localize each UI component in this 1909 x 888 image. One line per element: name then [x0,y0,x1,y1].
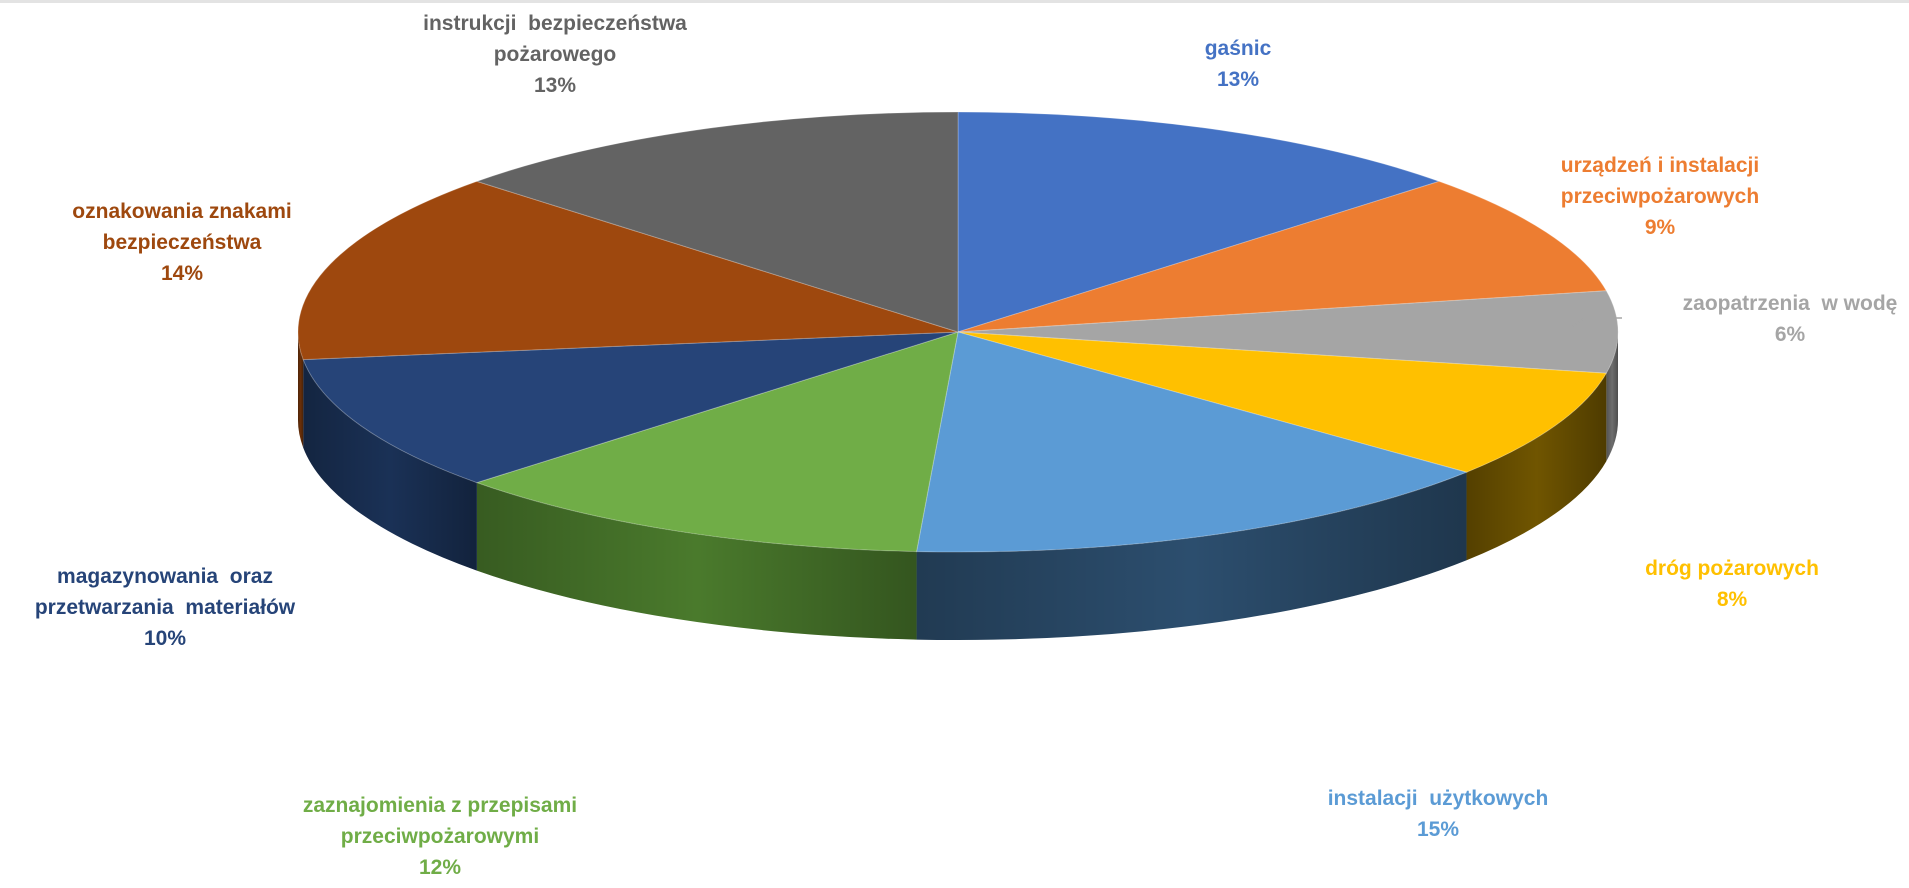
pie-slice-3 [957,290,1619,374]
slice-percent-label-8: 14% [161,262,203,285]
pie-slice-6 [475,331,959,553]
slice-percent-label-3: 6% [1775,323,1806,346]
slice-category-label-7: przetwarzania materiałów [35,596,296,619]
pie-slice-1 [957,111,1441,333]
pie-top-faces [297,111,1619,553]
slice-category-label-4: dróg pożarowych [1645,557,1819,580]
slice-category-label-5: instalacji użytkowych [1328,787,1549,810]
pie-data-labels: gaśnic 13% urządzeń i instalacji przeciwpoż… [35,12,1897,879]
slice-category-label-1: gaśnic [1205,37,1272,60]
slice-category-label-2: urządzeń i instalacji [1561,154,1759,177]
pie-slice-8 [297,180,959,361]
slice-percent-label-7: 10% [144,627,186,650]
leader-line-3 [1569,317,1622,329]
slice-percent-label-6: 12% [419,856,461,879]
pie-slice-9 [475,111,959,333]
slice-percent-label-2: 9% [1645,216,1676,239]
pie-side-shade-3 [1606,332,1618,462]
pie-side-shade-4 [1466,373,1607,561]
top-divider [0,0,1909,3]
slice-category-label-2: przeciwpożarowych [1561,185,1759,208]
slice-category-label-3: zaopatrzenia w wodę [1683,292,1898,315]
slice-category-label-8: oznakowania znakami [72,200,291,223]
pie-slice-7 [302,331,959,484]
slice-category-label-6: przeciwpożarowymi [341,825,539,848]
pie-side-shade-6 [476,482,917,640]
slice-category-label-9: instrukcji bezpieczeństwa [423,12,687,35]
slice-category-label-8: bezpieczeństwa [103,231,262,254]
slice-category-label-7: magazynowania oraz [57,565,273,588]
slice-category-label-6: zaznajomienia z przepisami [303,794,577,817]
pie-slice-2 [957,180,1608,333]
pie-slice-4 [957,331,1608,473]
pie-side-shade-8 [298,332,304,448]
pie-side-shade-5 [916,472,1467,640]
slice-category-label-9: pożarowego [494,43,617,66]
slice-percent-label-5: 15% [1417,818,1459,841]
pie-side-shade-7 [303,359,477,571]
slice-percent-label-1: 13% [1217,68,1259,91]
slice-percent-label-4: 8% [1717,588,1748,611]
slice-percent-label-9: 13% [534,74,576,97]
pie-side-walls [298,332,1618,640]
pie-slice-5 [915,331,1469,553]
